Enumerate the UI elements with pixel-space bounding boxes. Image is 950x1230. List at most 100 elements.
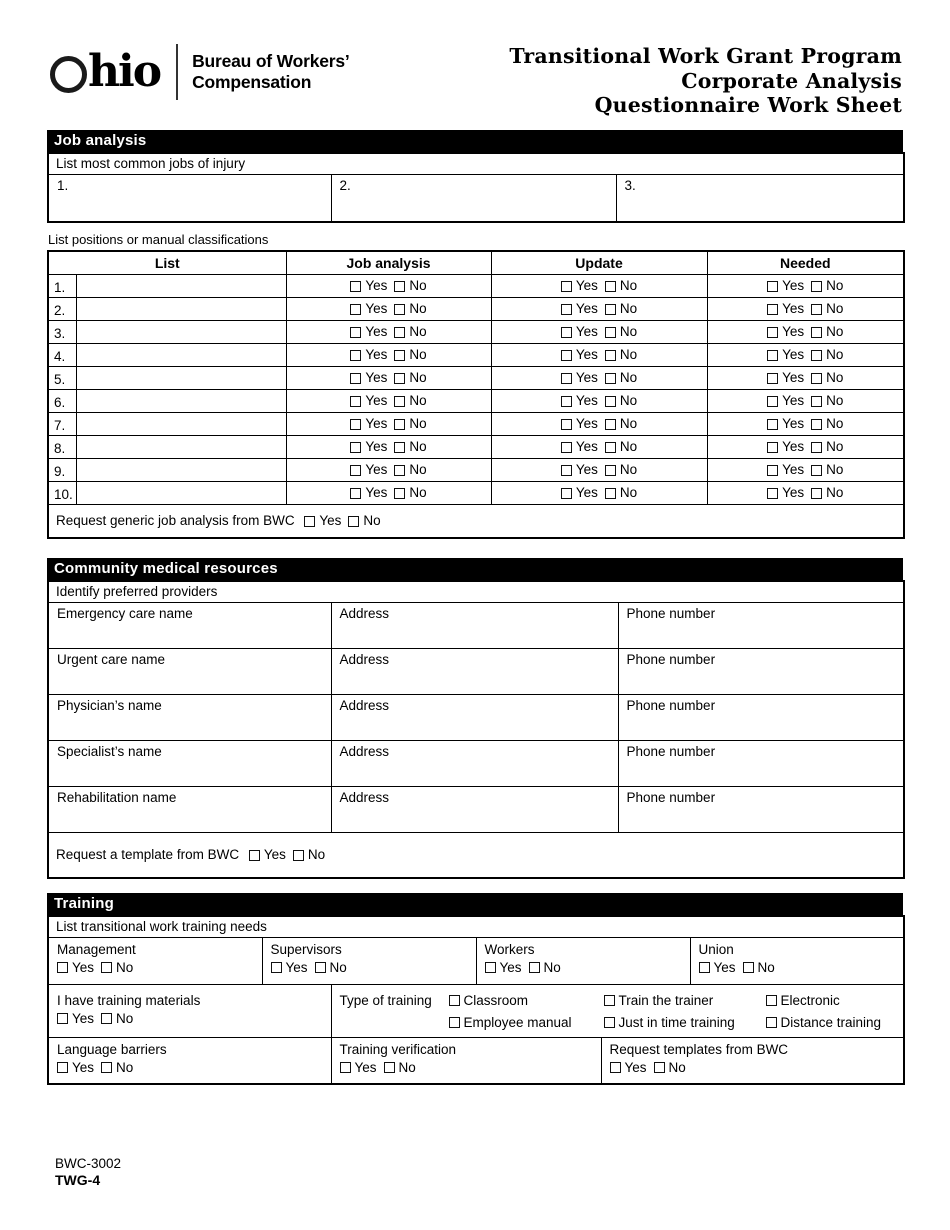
needed-yes-checkbox[interactable]: [767, 326, 779, 338]
position-list-input-10[interactable]: [75, 480, 287, 505]
job-analysis-no-checkbox[interactable]: [394, 441, 406, 453]
injury-job-input-3[interactable]: 3.: [615, 173, 905, 223]
update-yes-checkbox[interactable]: [560, 303, 572, 315]
rehabilitation-name-input[interactable]: Rehabilitation name: [47, 785, 332, 833]
supervisors-no-checkbox[interactable]: [314, 962, 326, 973]
specialist-address-input[interactable]: Address: [330, 739, 619, 787]
specialist-name-input[interactable]: Specialist’s name: [47, 739, 332, 787]
request-generic-yes-checkbox[interactable]: [304, 515, 316, 527]
workers-yes-checkbox[interactable]: [484, 962, 496, 973]
verification-no-checkbox[interactable]: [383, 1062, 395, 1073]
urgent-name-input[interactable]: Urgent care name: [47, 647, 332, 695]
injury-job-input-2[interactable]: 2.: [330, 173, 617, 223]
materials-yes-checkbox[interactable]: [57, 1013, 68, 1024]
job-analysis-no-checkbox[interactable]: [394, 349, 406, 361]
job-analysis-yes-checkbox[interactable]: [350, 395, 362, 407]
needed-yes-checkbox[interactable]: [767, 441, 779, 453]
needed-no-checkbox[interactable]: [811, 303, 823, 315]
job-analysis-yes-checkbox[interactable]: [350, 349, 362, 361]
update-no-checkbox[interactable]: [604, 441, 616, 453]
position-list-input-8[interactable]: [75, 434, 287, 459]
just-in-time-training-checkbox[interactable]: [603, 1017, 615, 1028]
templates-no-checkbox[interactable]: [653, 1062, 665, 1073]
urgent-address-input[interactable]: Address: [330, 647, 619, 695]
request-template-no-checkbox[interactable]: [292, 849, 304, 861]
update-no-checkbox[interactable]: [604, 372, 616, 384]
update-yes-checkbox[interactable]: [560, 326, 572, 338]
job-analysis-yes-checkbox[interactable]: [350, 487, 362, 499]
job-analysis-yes-checkbox[interactable]: [350, 441, 362, 453]
needed-yes-checkbox[interactable]: [767, 487, 779, 499]
needed-yes-checkbox[interactable]: [767, 349, 779, 361]
electronic-checkbox[interactable]: [765, 995, 777, 1006]
rehabilitation-address-input[interactable]: Address: [330, 785, 619, 833]
union-no-checkbox[interactable]: [742, 962, 754, 973]
language-yes-checkbox[interactable]: [57, 1062, 68, 1073]
update-yes-checkbox[interactable]: [560, 372, 572, 384]
position-list-input-4[interactable]: [75, 342, 287, 367]
urgent-phone-input[interactable]: Phone number: [617, 647, 905, 695]
physician-name-input[interactable]: Physician’s name: [47, 693, 332, 741]
needed-no-checkbox[interactable]: [811, 418, 823, 430]
needed-yes-checkbox[interactable]: [767, 418, 779, 430]
management-yes-checkbox[interactable]: [57, 962, 68, 973]
needed-yes-checkbox[interactable]: [767, 464, 779, 476]
position-list-input-2[interactable]: [75, 296, 287, 321]
needed-no-checkbox[interactable]: [811, 441, 823, 453]
update-no-checkbox[interactable]: [604, 303, 616, 315]
update-yes-checkbox[interactable]: [560, 418, 572, 430]
employee-manual-checkbox[interactable]: [448, 1017, 460, 1028]
physician-phone-input[interactable]: Phone number: [617, 693, 905, 741]
emergency-name-input[interactable]: Emergency care name: [47, 601, 332, 649]
job-analysis-no-checkbox[interactable]: [394, 464, 406, 476]
job-analysis-no-checkbox[interactable]: [394, 418, 406, 430]
job-analysis-no-checkbox[interactable]: [394, 372, 406, 384]
rehabilitation-phone-input[interactable]: Phone number: [617, 785, 905, 833]
request-template-yes-checkbox[interactable]: [248, 849, 260, 861]
job-analysis-no-checkbox[interactable]: [394, 280, 406, 292]
job-analysis-yes-checkbox[interactable]: [350, 418, 362, 430]
needed-no-checkbox[interactable]: [811, 349, 823, 361]
request-generic-no-checkbox[interactable]: [348, 515, 360, 527]
needed-no-checkbox[interactable]: [811, 372, 823, 384]
position-list-input-3[interactable]: [75, 319, 287, 344]
update-no-checkbox[interactable]: [604, 464, 616, 476]
materials-no-checkbox[interactable]: [101, 1013, 113, 1024]
job-analysis-yes-checkbox[interactable]: [350, 280, 362, 292]
job-analysis-yes-checkbox[interactable]: [350, 326, 362, 338]
management-no-checkbox[interactable]: [101, 962, 113, 973]
verification-yes-checkbox[interactable]: [339, 1062, 351, 1073]
specialist-phone-input[interactable]: Phone number: [617, 739, 905, 787]
needed-yes-checkbox[interactable]: [767, 280, 779, 292]
update-yes-checkbox[interactable]: [560, 349, 572, 361]
update-no-checkbox[interactable]: [604, 349, 616, 361]
update-yes-checkbox[interactable]: [560, 395, 572, 407]
needed-no-checkbox[interactable]: [811, 487, 823, 499]
templates-yes-checkbox[interactable]: [609, 1062, 621, 1073]
emergency-address-input[interactable]: Address: [330, 601, 619, 649]
needed-yes-checkbox[interactable]: [767, 395, 779, 407]
job-analysis-no-checkbox[interactable]: [394, 303, 406, 315]
update-yes-checkbox[interactable]: [560, 280, 572, 292]
needed-yes-checkbox[interactable]: [767, 372, 779, 384]
supervisors-yes-checkbox[interactable]: [270, 962, 282, 973]
position-list-input-5[interactable]: [75, 365, 287, 390]
needed-no-checkbox[interactable]: [811, 280, 823, 292]
update-no-checkbox[interactable]: [604, 326, 616, 338]
workers-no-checkbox[interactable]: [528, 962, 540, 973]
needed-yes-checkbox[interactable]: [767, 303, 779, 315]
job-analysis-no-checkbox[interactable]: [394, 326, 406, 338]
needed-no-checkbox[interactable]: [811, 395, 823, 407]
update-no-checkbox[interactable]: [604, 280, 616, 292]
needed-no-checkbox[interactable]: [811, 326, 823, 338]
update-no-checkbox[interactable]: [604, 395, 616, 407]
injury-job-input-1[interactable]: 1.: [47, 173, 332, 223]
union-yes-checkbox[interactable]: [698, 962, 710, 973]
job-analysis-yes-checkbox[interactable]: [350, 372, 362, 384]
update-yes-checkbox[interactable]: [560, 464, 572, 476]
position-list-input-6[interactable]: [75, 388, 287, 413]
update-no-checkbox[interactable]: [604, 487, 616, 499]
position-list-input-1[interactable]: [75, 273, 287, 298]
emergency-phone-input[interactable]: Phone number: [617, 601, 905, 649]
classroom-checkbox[interactable]: [448, 995, 460, 1006]
